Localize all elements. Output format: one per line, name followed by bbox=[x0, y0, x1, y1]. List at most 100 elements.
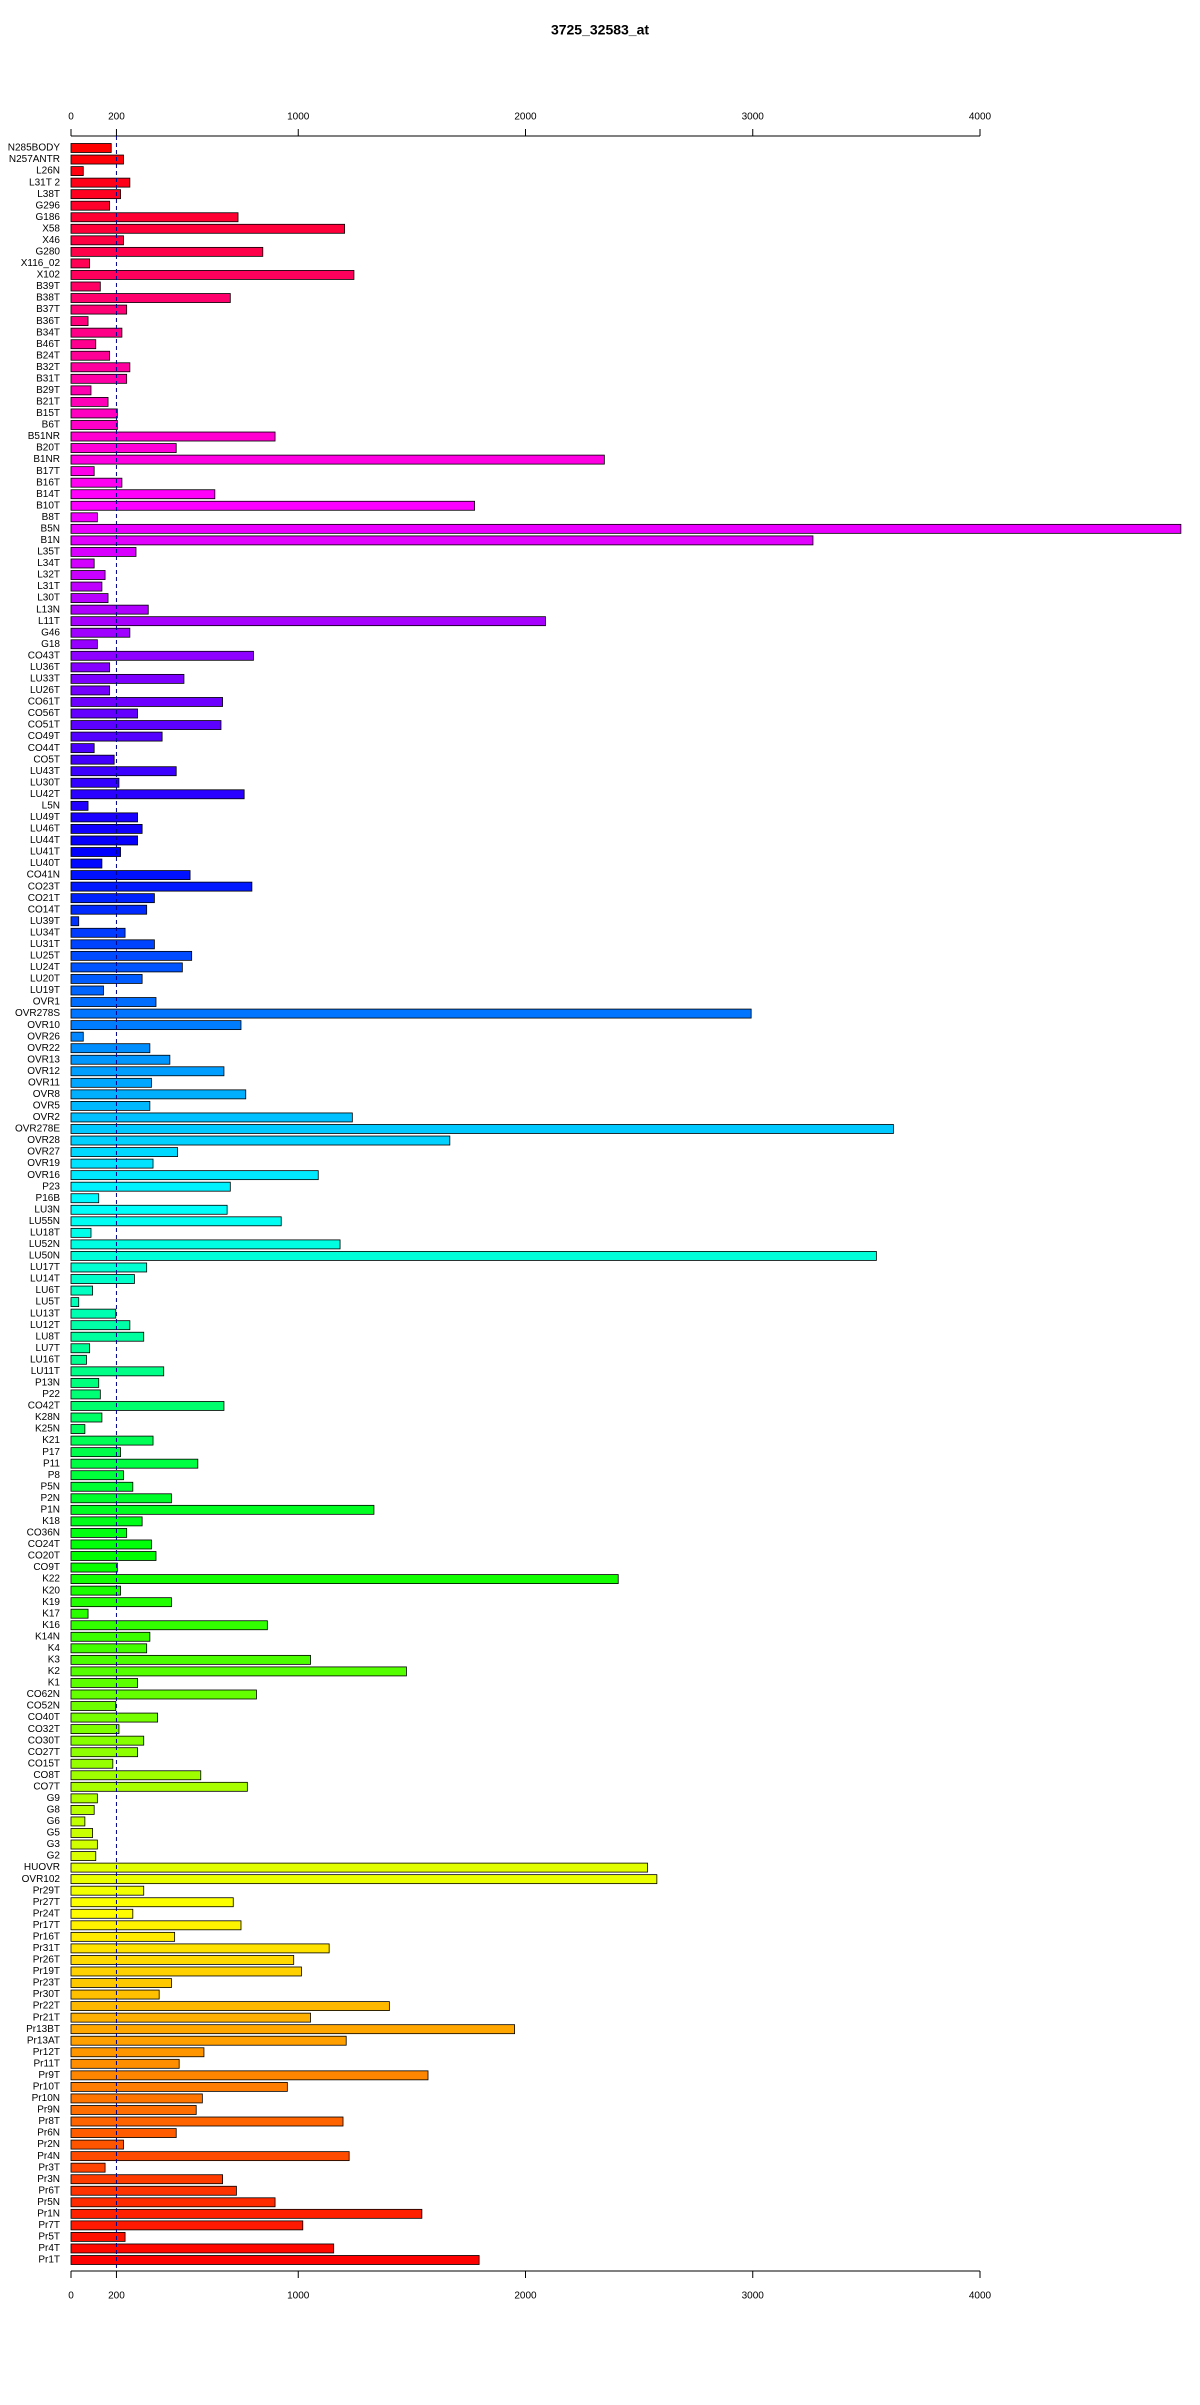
bar bbox=[70, 604, 149, 615]
bar bbox=[70, 1608, 89, 1619]
y-tick-label: K2 bbox=[48, 1666, 61, 1677]
bar bbox=[70, 893, 155, 904]
y-tick-label: Pr9N bbox=[37, 2105, 60, 2116]
y-tick-label: G2 bbox=[47, 1851, 61, 1862]
y-tick-label: B8T bbox=[42, 512, 60, 523]
y-tick-label: CO36N bbox=[27, 1528, 60, 1539]
y-tick-label: Pr5N bbox=[37, 2197, 60, 2208]
y-tick-label: B17T bbox=[36, 466, 60, 477]
y-tick-label: LU40T bbox=[30, 858, 60, 869]
x-tick-label: 200 bbox=[108, 112, 125, 123]
y-tick-label: CO5T bbox=[33, 754, 60, 765]
y-tick-label: OVR2 bbox=[33, 1112, 61, 1123]
y-tick-label: OVR19 bbox=[27, 1158, 60, 1169]
y-tick-label: K20 bbox=[42, 1585, 60, 1596]
y-tick-label: Pr2N bbox=[37, 2139, 60, 2150]
y-tick-label: L30T bbox=[37, 593, 60, 604]
bar bbox=[70, 1054, 171, 1065]
bar bbox=[70, 500, 475, 511]
y-tick-label: B10T bbox=[36, 500, 60, 511]
y-tick-label: CO49T bbox=[28, 731, 60, 742]
bar bbox=[70, 1712, 158, 1723]
y-tick-label: G6 bbox=[47, 1816, 61, 1827]
y-tick-label: LU5T bbox=[36, 1297, 60, 1308]
y-tick-label: LU46T bbox=[30, 824, 60, 835]
y-tick-label: Pr31T bbox=[33, 1943, 60, 1954]
bar bbox=[70, 523, 1182, 534]
y-tick-label: OVR12 bbox=[27, 1066, 60, 1077]
bar bbox=[70, 1354, 87, 1365]
y-tick-label: LU16T bbox=[30, 1354, 60, 1365]
bar bbox=[70, 1158, 154, 1169]
y-tick-label: LU25T bbox=[30, 951, 60, 962]
bar bbox=[70, 477, 123, 488]
bar bbox=[70, 1481, 134, 1492]
bar bbox=[70, 212, 239, 223]
bar bbox=[70, 881, 253, 892]
bar bbox=[70, 1274, 135, 1284]
y-tick-label: X58 bbox=[42, 223, 60, 234]
bar bbox=[70, 466, 95, 477]
bar bbox=[70, 177, 131, 188]
bar bbox=[70, 270, 355, 280]
y-tick-label: LU31T bbox=[30, 939, 60, 950]
bar bbox=[70, 1020, 242, 1031]
bar bbox=[70, 1528, 128, 1538]
bar bbox=[70, 1320, 131, 1331]
bar bbox=[70, 1227, 92, 1238]
x-tick-label: 0 bbox=[68, 112, 74, 123]
bar bbox=[70, 2093, 203, 2104]
y-tick-label: B15T bbox=[36, 408, 60, 419]
bar bbox=[70, 1031, 84, 1042]
bar bbox=[70, 362, 131, 373]
y-tick-label: G18 bbox=[41, 639, 60, 650]
y-tick-label: OVR27 bbox=[27, 1147, 60, 1158]
bar bbox=[70, 1678, 138, 1688]
y-tick-label: B20T bbox=[36, 443, 60, 454]
bar bbox=[70, 1724, 120, 1735]
bar bbox=[70, 1620, 268, 1631]
y-tick-label: B38T bbox=[36, 293, 60, 304]
y-tick-label: Pr1N bbox=[37, 2208, 60, 2219]
bar bbox=[70, 997, 157, 1007]
bar bbox=[70, 904, 148, 915]
bar bbox=[70, 1851, 97, 1861]
y-tick-label: HUOVR bbox=[24, 1862, 60, 1873]
y-tick-label: K21 bbox=[42, 1435, 60, 1446]
y-tick-label: L38T bbox=[37, 189, 60, 200]
y-tick-label: LU14T bbox=[30, 1274, 60, 1285]
y-tick-label: B5N bbox=[41, 523, 60, 534]
y-tick-label: LU7T bbox=[36, 1343, 60, 1354]
bar bbox=[70, 1943, 330, 1954]
bar bbox=[70, 1920, 242, 1931]
y-tick-label: OVR13 bbox=[27, 1054, 60, 1065]
bar bbox=[70, 2070, 429, 2081]
y-tick-label: CO62N bbox=[27, 1689, 60, 1700]
bar bbox=[70, 1181, 231, 1192]
bar bbox=[70, 535, 814, 546]
bar bbox=[70, 2151, 350, 2162]
y-tick-label: OVR1 bbox=[33, 997, 61, 1008]
bar bbox=[70, 1112, 353, 1123]
bar bbox=[70, 1193, 100, 1204]
bar bbox=[70, 1204, 228, 1215]
bar bbox=[70, 1504, 375, 1515]
bar bbox=[70, 1170, 319, 1181]
y-tick-label: L26N bbox=[36, 166, 60, 177]
y-tick-label: B1NR bbox=[33, 454, 60, 465]
y-tick-label: CO56T bbox=[28, 708, 60, 719]
bar bbox=[70, 1793, 98, 1804]
bar bbox=[70, 143, 112, 153]
y-tick-label: Pr24T bbox=[33, 1908, 60, 1919]
y-tick-label: P17 bbox=[42, 1447, 60, 1458]
bar bbox=[70, 2012, 311, 2023]
y-tick-label: OVR278S bbox=[15, 1008, 60, 1019]
y-tick-label: L13N bbox=[36, 604, 60, 615]
x-tick-label: 1000 bbox=[287, 112, 310, 123]
y-tick-label: Pr17T bbox=[33, 1920, 60, 1931]
y-tick-label: LU33T bbox=[30, 674, 60, 685]
bar bbox=[70, 1689, 257, 1700]
bar bbox=[70, 2116, 344, 2127]
bar bbox=[70, 1308, 117, 1319]
y-tick-label: K14N bbox=[35, 1631, 60, 1642]
